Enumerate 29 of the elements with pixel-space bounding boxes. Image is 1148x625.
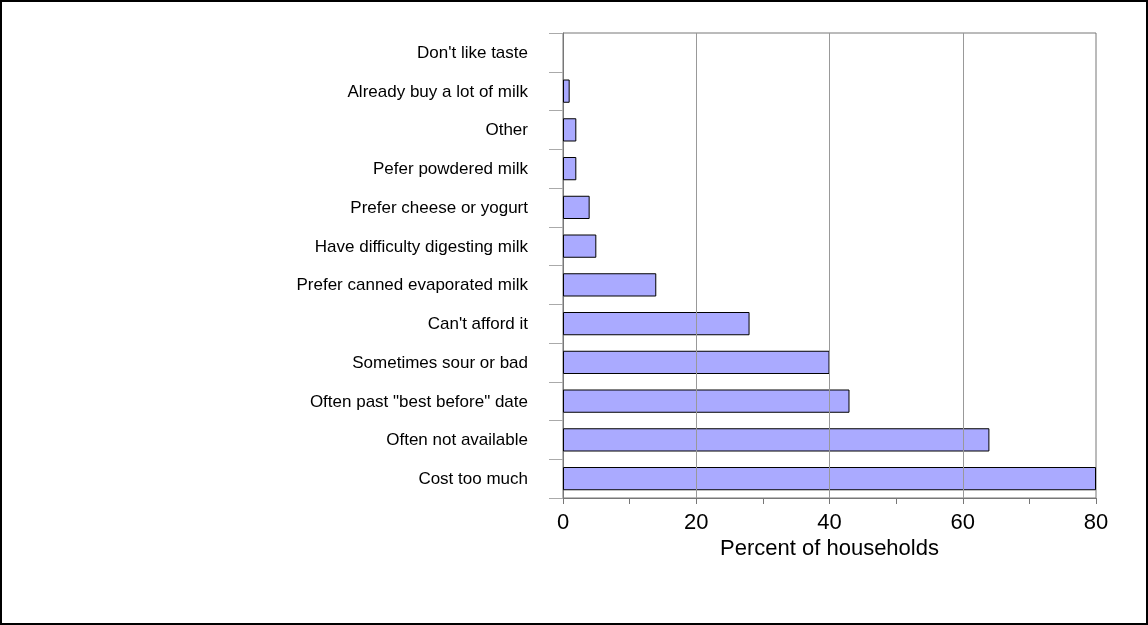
x-tick-label: 80 [1083,508,1109,534]
x-tick-label: 40 [817,508,842,534]
bar [563,350,830,374]
x-tick-label: 60 [950,508,975,534]
bar [563,79,570,103]
bar [563,157,577,181]
bar [563,118,577,142]
y-tick-label: Have difficulty digesting milk [314,236,529,256]
x-axis-title: Percent of households [720,535,939,561]
y-tick-label: Often not available [386,430,528,450]
y-tick-label: Pefer powdered milk [373,159,529,179]
y-tick-label: Prefer cheese or yogurt [350,197,529,217]
y-tick-label: Other [485,120,529,140]
x-tick-label: 0 [556,508,570,534]
y-tick-label: Can't afford it [427,314,529,334]
y-tick-label: Sometimes sour or bad [352,352,528,372]
y-tick-label: Already buy a lot of milk [347,81,529,101]
bar [563,467,1096,491]
x-tick-label: 20 [684,508,709,534]
y-tick-label: Cost too much [418,469,528,489]
bar [563,195,590,219]
y-tick-label: Prefer canned evaporated milk [296,275,529,295]
bar [563,273,657,297]
y-tick-label: Often past "best before" date [309,391,528,411]
bar [563,234,597,258]
bar [563,389,850,413]
bar [563,312,750,336]
bar [563,428,990,452]
y-tick-label: Don't like taste [417,42,528,62]
